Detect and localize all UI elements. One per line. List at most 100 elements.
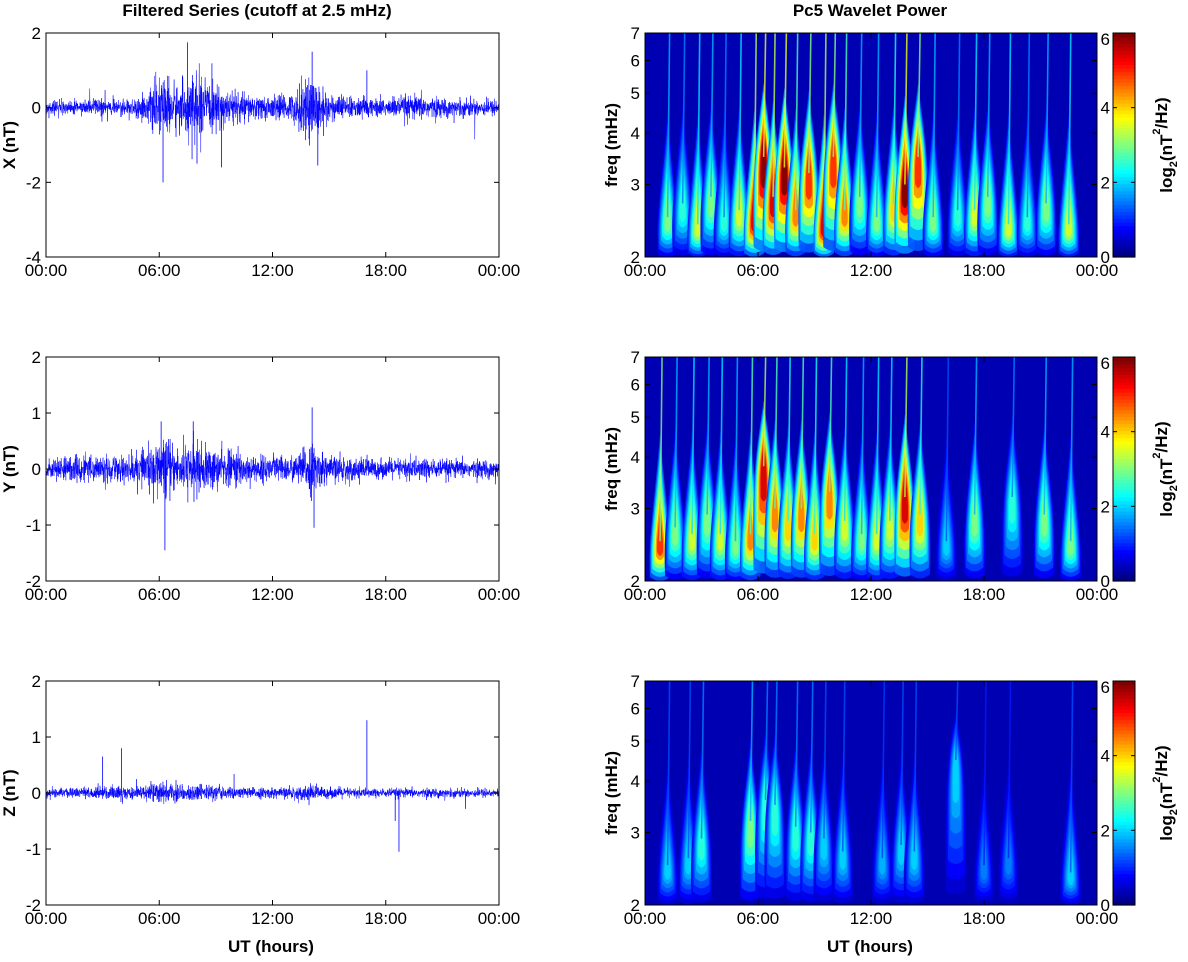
power-contour	[771, 780, 779, 836]
power-streak	[945, 356, 950, 542]
colorbar-segment	[1113, 702, 1135, 707]
y-tick-label: 5	[631, 84, 640, 103]
colorbar-label-part: log	[1157, 815, 1176, 841]
power-blob	[964, 356, 986, 579]
colorbar-segment	[1113, 215, 1135, 220]
x-tick-label: 12:00	[251, 585, 294, 604]
x-tick-label: 18:00	[364, 585, 407, 604]
colorbar-segment	[1113, 360, 1135, 365]
colorbar-segment	[1113, 462, 1135, 467]
power-streak	[881, 680, 886, 859]
colorbar-segment	[1113, 821, 1135, 826]
colorbar-segment	[1113, 849, 1135, 854]
power-streak	[783, 32, 788, 168]
power-streak	[794, 680, 799, 827]
colorbar-label: log2(nT2/Hz)	[1151, 97, 1180, 192]
colorbar-segment	[1113, 880, 1135, 885]
colorbar-label-part: /Hz)	[1152, 421, 1171, 452]
y-tick-label: 2	[631, 572, 640, 591]
colorbar-segment	[1113, 117, 1135, 122]
power-blob	[866, 32, 888, 257]
z-wavelet-panel: 2 3 4 5 6 7 00:00 06:00 12:00 18:00 00:00 freq (mHz…	[602, 672, 1180, 928]
power-streak	[723, 32, 727, 218]
y-axis-label: freq (mHz)	[602, 103, 621, 187]
colorbar-segment	[1113, 33, 1135, 38]
colorbar-segment	[1113, 43, 1135, 48]
power-streak	[1045, 32, 1049, 204]
power-streak	[841, 680, 846, 852]
power-streak	[900, 680, 904, 845]
x-tick-label: 18:00	[364, 261, 407, 280]
power-blob	[977, 32, 999, 255]
y-tick-label: 1	[32, 728, 41, 747]
power-blob	[1060, 680, 1082, 905]
power-streak	[1007, 680, 1012, 859]
colorbar-segment	[1113, 197, 1135, 202]
colorbar-segment	[1113, 50, 1135, 55]
colorbar-segment	[1113, 381, 1135, 386]
power-blob	[798, 32, 820, 253]
colorbar-segment	[1113, 800, 1135, 805]
colorbar-segment	[1113, 761, 1135, 766]
colorbar-segment	[1113, 54, 1135, 59]
colorbar-segment	[1113, 225, 1135, 230]
axes-frame	[45, 32, 500, 258]
colorbar-segment	[1113, 730, 1135, 735]
power-blob	[947, 32, 969, 257]
colorbar-segment	[1113, 691, 1135, 696]
colorbar-segment	[1113, 712, 1135, 717]
power-streak	[973, 356, 978, 515]
colorbar-segment	[1113, 719, 1135, 724]
x-tick-label: 12:00	[850, 909, 893, 928]
power-streak	[932, 32, 936, 218]
colorbar-segment	[1113, 884, 1135, 889]
power-streak	[749, 356, 754, 535]
power-blob	[907, 32, 929, 251]
colorbar-segment	[1113, 47, 1135, 52]
y-tick-label: 4	[631, 772, 640, 791]
colorbar-segment	[1113, 239, 1135, 244]
power-streak	[700, 680, 705, 839]
colorbar-segment	[1113, 772, 1135, 777]
colorbar-segment	[1113, 236, 1135, 241]
colorbar-segment	[1113, 793, 1135, 798]
colorbar-segment	[1113, 430, 1135, 435]
colorbar-segment	[1113, 371, 1135, 376]
colorbar-segment	[1113, 469, 1135, 474]
colorbar-segment	[1113, 448, 1135, 453]
colorbar-segment	[1113, 406, 1135, 411]
colorbar-label-part: 2	[1151, 776, 1163, 782]
power-blob	[832, 680, 854, 904]
power-streak	[674, 356, 678, 528]
x-tick-label: 06:00	[737, 909, 780, 928]
power-contour	[781, 141, 788, 196]
power-contour	[760, 132, 767, 188]
colorbar-segment	[1113, 232, 1135, 237]
power-streak	[808, 32, 812, 173]
colorbar-segment	[1113, 514, 1135, 519]
x-tick-label: 18:00	[963, 909, 1006, 928]
colorbar-segment	[1113, 173, 1135, 178]
colorbar-segment	[1113, 887, 1135, 892]
colorbar-tick-label: 6	[1101, 354, 1110, 373]
colorbar-segment	[1113, 518, 1135, 523]
colorbar-segment	[1113, 451, 1135, 456]
power-streak	[843, 32, 848, 211]
x-tick-label: 12:00	[850, 585, 893, 604]
colorbar-segment	[1113, 891, 1135, 896]
colorbar-segment	[1113, 413, 1135, 418]
power-blob	[909, 356, 931, 579]
colorbar-segment	[1113, 120, 1135, 125]
colorbar-segment	[1113, 211, 1135, 216]
colorbar-segment	[1113, 85, 1135, 90]
colorbar-segment	[1113, 131, 1135, 136]
colorbar-tick-label: 0	[1101, 248, 1110, 267]
right-column-title: Pc5 Wavelet Power	[793, 1, 948, 20]
power-streak	[734, 356, 739, 542]
x-tick-label: 00:00	[624, 261, 667, 280]
colorbar-tick-label: 6	[1101, 678, 1110, 697]
power-blob	[1058, 32, 1080, 258]
colorbar-label-part: (nT	[1157, 458, 1176, 485]
power-streak	[681, 32, 686, 204]
